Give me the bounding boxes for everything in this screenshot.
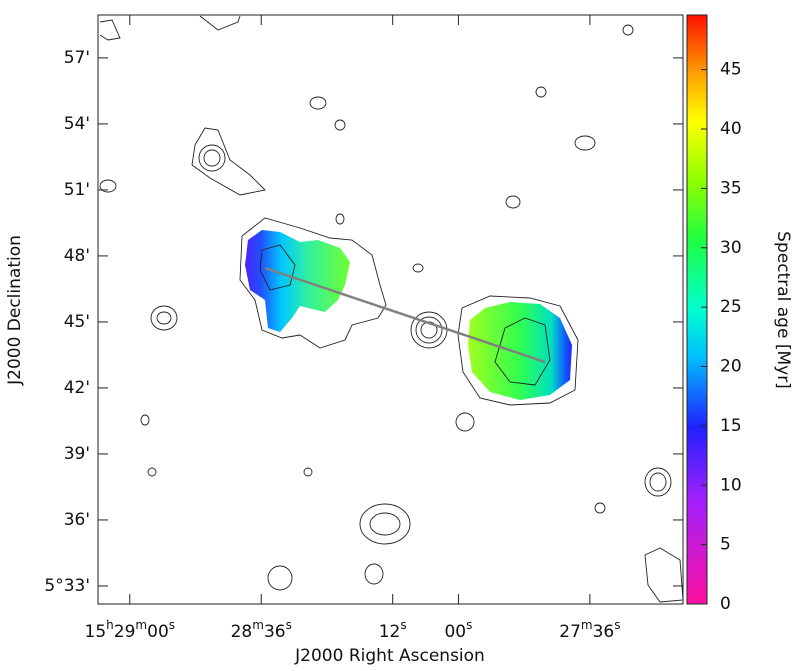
- colorbar-tick-label: 30: [720, 238, 742, 258]
- colorbar: [686, 14, 708, 605]
- contour: [535, 86, 547, 98]
- y-tick-label: 51': [64, 180, 90, 200]
- contour: [147, 467, 157, 477]
- colorbar-tick-label: 45: [720, 60, 742, 80]
- contour: [334, 119, 346, 131]
- contour: [150, 305, 178, 331]
- x-tick-label: 12s: [379, 618, 407, 643]
- contour: [594, 502, 606, 514]
- x-tick-label: 28m36s: [231, 618, 292, 643]
- contour: [140, 414, 150, 426]
- x-tick-label: 00s: [444, 618, 472, 643]
- jet-axis: [264, 266, 546, 364]
- contour: [574, 135, 596, 151]
- contour: [335, 213, 345, 225]
- left-lobe: [245, 230, 350, 332]
- y-tick-label: 54': [64, 114, 90, 134]
- contour: [239, 217, 387, 349]
- colorbar-tick-label: 20: [720, 357, 742, 377]
- colorbar-tick-label: 25: [720, 297, 742, 317]
- contour: [644, 467, 672, 497]
- colorbar-tick-label: 15: [720, 416, 742, 436]
- colorbar-tick-label: 0: [720, 594, 731, 614]
- plot-frame: [97, 14, 684, 605]
- contour: [198, 144, 226, 172]
- contour: [191, 127, 266, 196]
- contour: [644, 547, 684, 603]
- colorbar-tick-label: 5: [720, 535, 731, 555]
- x-axis-title: J2000 Right Ascension: [294, 646, 485, 666]
- contour: [309, 96, 327, 110]
- contour: [455, 412, 475, 432]
- contour: [99, 19, 121, 41]
- contour: [364, 563, 384, 585]
- colorbar-tick-label: 35: [720, 178, 742, 198]
- y-axis-title: J2000 Declination: [5, 235, 25, 386]
- contour: [199, 15, 241, 31]
- map: [99, 15, 684, 603]
- contour: [303, 467, 313, 477]
- contour: [415, 316, 443, 344]
- contour: [457, 295, 579, 406]
- contour: [622, 24, 634, 36]
- colorbar-tick-label: 10: [720, 475, 742, 495]
- x-tick-label: 15h29m00s: [84, 618, 175, 643]
- contour: [649, 472, 667, 492]
- contour: [99, 179, 117, 193]
- colorbar-tick-label: 40: [720, 119, 742, 139]
- contour: [259, 244, 296, 291]
- y-tick-label: 36': [64, 510, 90, 530]
- y-tick-label: 5°33': [44, 576, 90, 596]
- contour: [505, 195, 521, 209]
- y-tick-label: 42': [64, 378, 90, 398]
- contour: [494, 317, 551, 386]
- y-tick-label: 45': [64, 312, 90, 332]
- right-lobe: [468, 302, 572, 400]
- contour: [156, 311, 172, 325]
- contour: [267, 565, 293, 591]
- colorbar-title: Spectral age [Myr]: [773, 231, 793, 389]
- y-tick-label: 39': [64, 444, 90, 464]
- y-tick-label: 57': [64, 48, 90, 68]
- y-tick-label: 48': [64, 246, 90, 266]
- contour: [369, 512, 401, 536]
- contour: [359, 503, 411, 545]
- contour: [412, 263, 424, 273]
- x-tick-label: 27m36s: [559, 618, 620, 643]
- contour: [203, 149, 221, 167]
